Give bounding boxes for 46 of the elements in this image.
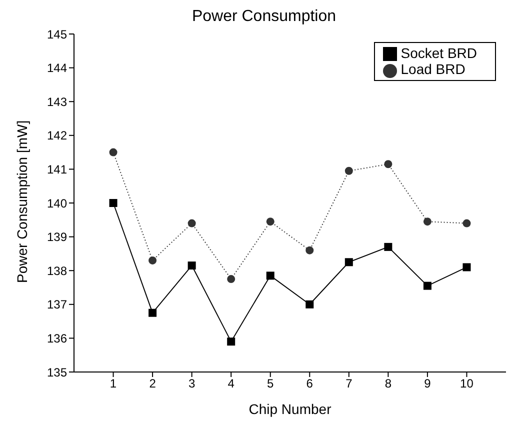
point xyxy=(227,338,236,346)
point xyxy=(266,218,274,226)
y-tick-label: 137 xyxy=(46,298,68,312)
x-tick-label: 4 xyxy=(228,376,235,391)
x-tick-label: 5 xyxy=(267,376,274,391)
point xyxy=(148,256,157,264)
point xyxy=(109,148,118,156)
y-tick-label: 138 xyxy=(46,264,68,278)
point xyxy=(306,300,314,308)
x-tick-label: 3 xyxy=(188,376,196,391)
y-tick-label: 140 xyxy=(46,196,68,210)
x-tick-label: 1 xyxy=(110,376,117,391)
x-tick-label: 7 xyxy=(346,376,353,391)
y-tick-label: 143 xyxy=(46,94,68,109)
x-tick-label: 8 xyxy=(384,376,392,391)
point xyxy=(188,262,196,270)
y-tick-label: 139 xyxy=(46,230,68,244)
chart-title: Power Consumption xyxy=(190,8,338,26)
y-tick-label: 141 xyxy=(46,162,68,176)
x-tick-label: 2 xyxy=(149,376,156,391)
point xyxy=(188,219,196,228)
point xyxy=(462,219,471,228)
point xyxy=(266,272,274,280)
y-tick-label: 144 xyxy=(46,61,68,76)
point xyxy=(384,242,392,251)
point xyxy=(462,263,471,272)
point xyxy=(344,258,353,266)
y-tick-label: 136 xyxy=(46,331,68,346)
point xyxy=(306,246,314,254)
point xyxy=(384,160,392,168)
y-tick-label: 135 xyxy=(46,365,68,380)
x-tick-label: 10 xyxy=(460,376,474,391)
legend-label: Load BRD xyxy=(400,61,466,78)
point xyxy=(109,199,118,207)
point xyxy=(423,218,432,226)
x-axis-title: Chip Number xyxy=(248,401,332,417)
x-tick-label: 9 xyxy=(424,376,432,391)
y-axis-title: Power Consumption [mW] xyxy=(14,120,30,283)
point xyxy=(148,308,157,317)
point xyxy=(423,282,432,290)
y-tick-label: 142 xyxy=(46,128,68,143)
y-tick-label: 145 xyxy=(46,27,68,42)
legend-label: Socket BRD xyxy=(400,45,477,61)
point xyxy=(344,166,353,175)
x-tick-label: 6 xyxy=(306,376,314,391)
point xyxy=(227,275,236,284)
